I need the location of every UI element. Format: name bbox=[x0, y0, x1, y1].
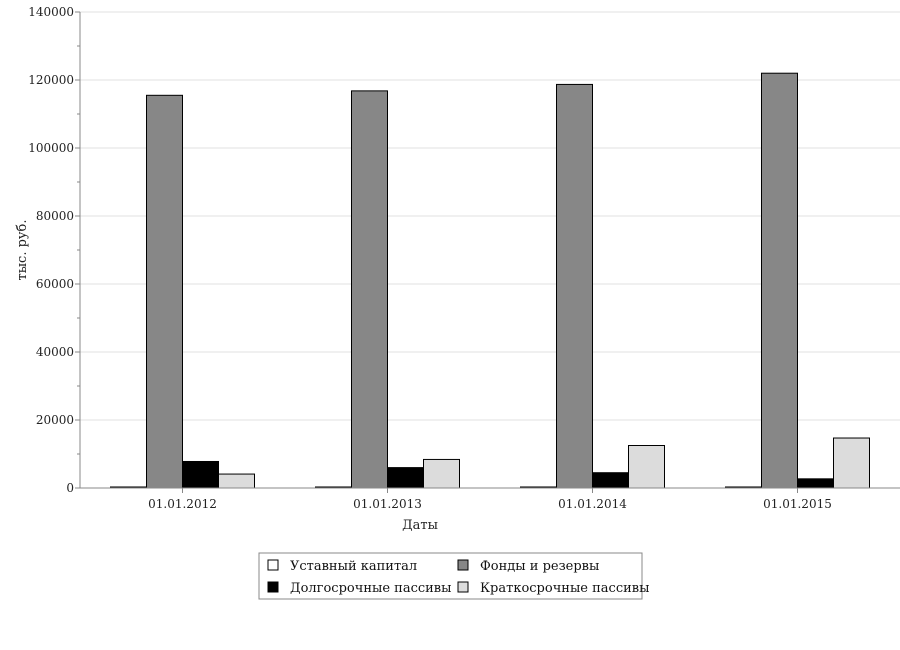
bar bbox=[146, 94, 183, 489]
x-axis-title: Даты bbox=[402, 518, 438, 533]
y-tick-label: 20000 bbox=[36, 413, 74, 427]
bars bbox=[110, 72, 870, 489]
bar bbox=[833, 437, 870, 489]
legend-swatch bbox=[267, 559, 279, 571]
gridlines bbox=[80, 11, 900, 421]
legend: Уставный капитал Фонды и резервы Долгосроч… bbox=[258, 552, 649, 600]
bar bbox=[556, 83, 593, 489]
bar bbox=[628, 445, 665, 489]
axes bbox=[75, 11, 900, 493]
legend-swatch bbox=[267, 581, 279, 593]
y-tick-label: 40000 bbox=[36, 345, 74, 359]
x-tick-label: 01.01.2012 bbox=[148, 497, 217, 511]
bar bbox=[182, 460, 219, 489]
y-tick-label: 0 bbox=[66, 481, 74, 495]
x-tick-labels: 01.01.2012 01.01.2013 01.01.2014 01.01.2015 bbox=[148, 497, 832, 511]
legend-label: Краткосрочные пассивы bbox=[480, 581, 649, 596]
legend-swatch bbox=[457, 559, 469, 571]
x-tick-label: 01.01.2015 bbox=[763, 497, 832, 511]
x-tick-label: 01.01.2013 bbox=[353, 497, 422, 511]
y-tick-label: 60000 bbox=[36, 277, 74, 291]
y-tick-label: 120000 bbox=[28, 73, 74, 87]
legend-swatch bbox=[457, 581, 469, 593]
y-tick-label: 140000 bbox=[28, 5, 74, 19]
y-axis-title: тыс. руб. bbox=[15, 219, 30, 280]
bar bbox=[592, 472, 629, 489]
legend-box bbox=[258, 552, 643, 600]
bar bbox=[761, 72, 798, 489]
y-tick-label: 100000 bbox=[28, 141, 74, 155]
bar bbox=[387, 467, 424, 489]
bar bbox=[218, 473, 255, 489]
bar bbox=[351, 90, 388, 489]
legend-label: Долгосрочные пассивы bbox=[290, 581, 451, 596]
legend-label: Фонды и резервы bbox=[480, 559, 599, 574]
bar bbox=[423, 458, 460, 489]
bar bbox=[797, 478, 834, 489]
x-tick-label: 01.01.2014 bbox=[558, 497, 627, 511]
legend-label: Уставный капитал bbox=[290, 559, 417, 574]
y-tick-labels: 0 20000 40000 60000 80000 100000 120000 140000 bbox=[28, 5, 74, 495]
y-tick-label: 80000 bbox=[36, 209, 74, 223]
